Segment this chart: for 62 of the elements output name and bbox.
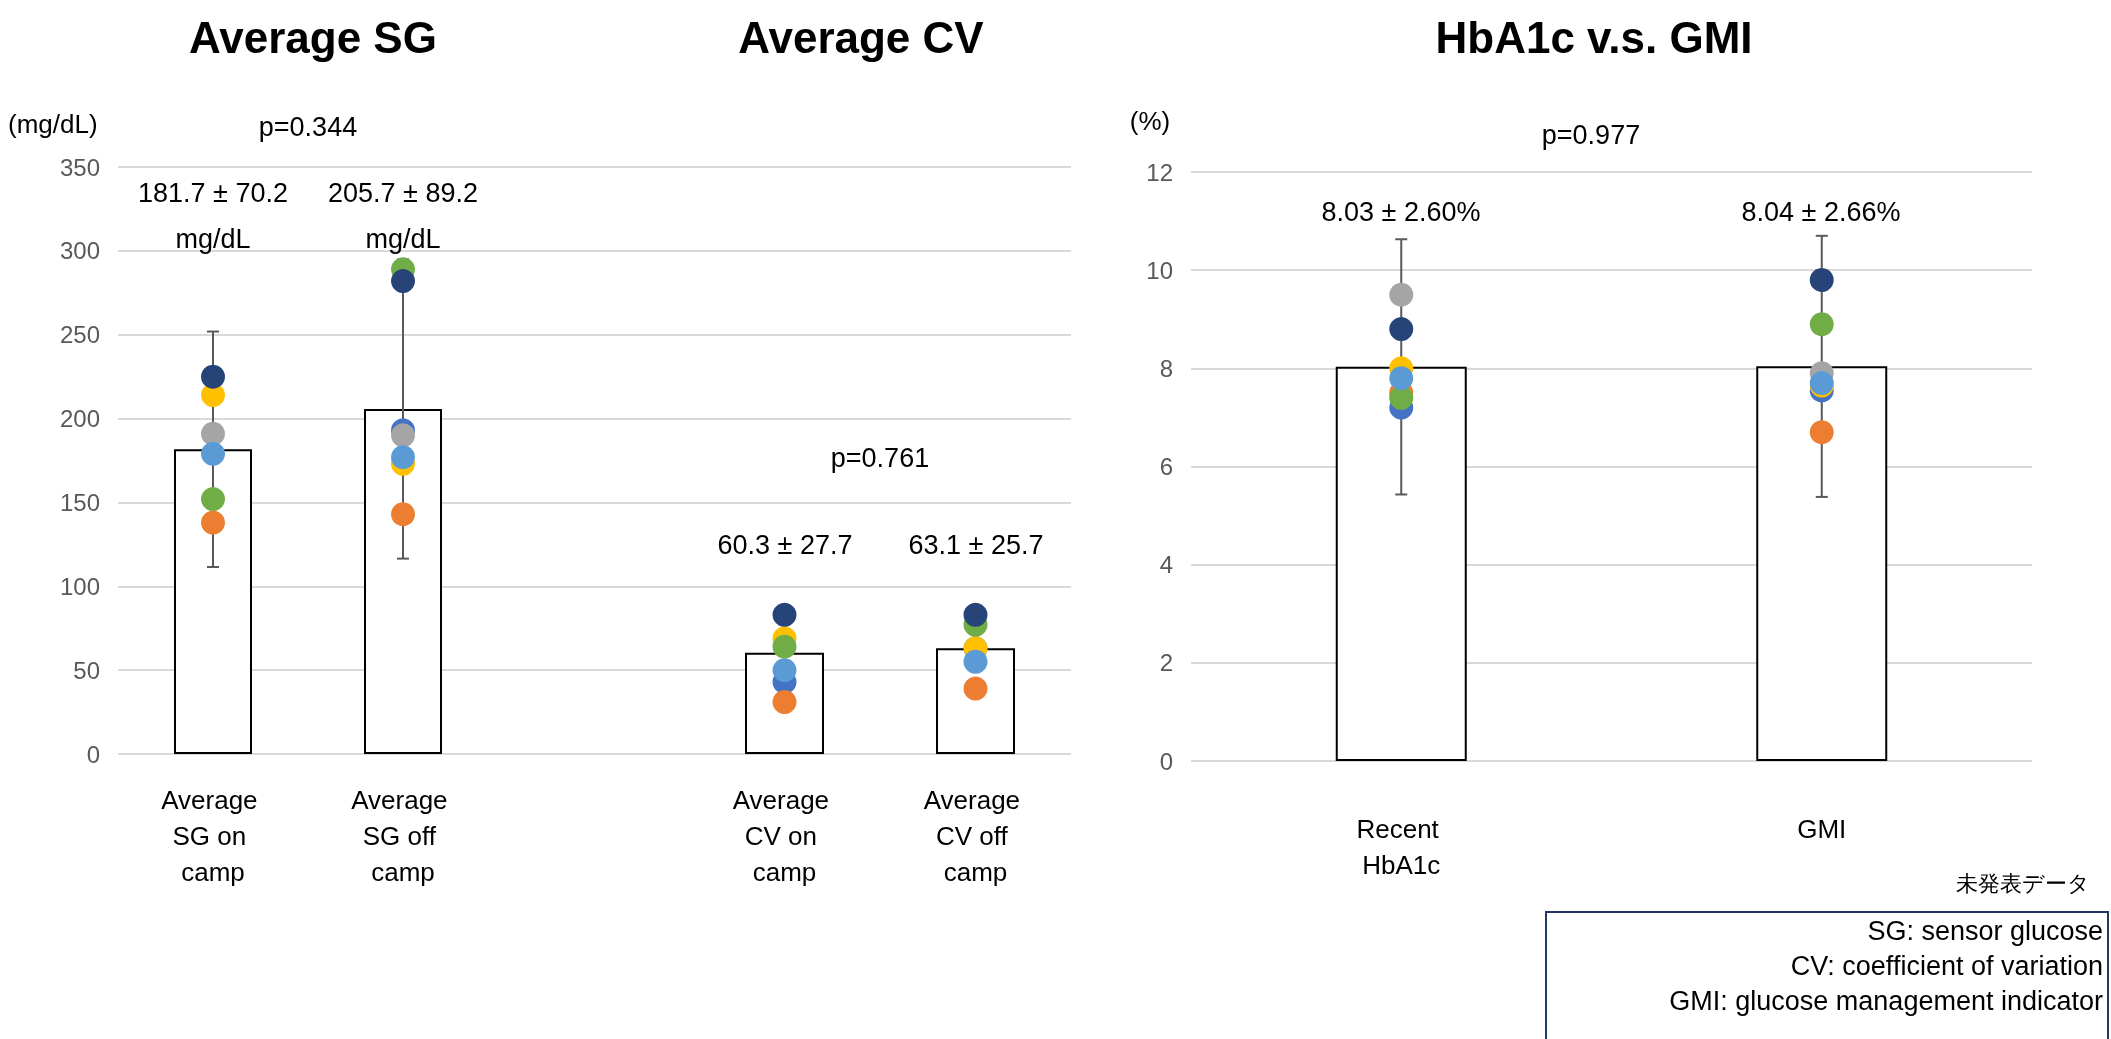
point: [391, 502, 415, 527]
point: [1389, 282, 1414, 307]
point: [201, 421, 225, 446]
point: [1389, 366, 1414, 391]
point: [772, 602, 797, 627]
annotation: p=0.761: [830, 443, 930, 473]
x-tick-label: Average CV off camp: [923, 785, 1028, 887]
annotation: 181.7 ± 70.2 mg/dL: [137, 177, 289, 256]
point: [772, 634, 797, 659]
y-tick-label: 100: [59, 572, 100, 600]
point: [201, 510, 225, 535]
point: [772, 690, 797, 714]
point: [1809, 267, 1834, 292]
point: [391, 269, 415, 294]
point: [963, 649, 988, 674]
y-tick-label: 300: [59, 237, 100, 265]
y-tick-label: 10: [1146, 256, 1173, 284]
x-tick-label: GMI: [1797, 814, 1847, 844]
y-tick-label: 8: [1159, 354, 1173, 382]
point: [1809, 420, 1834, 445]
y-tick-label: 200: [59, 405, 100, 433]
y-tick-label: 4: [1159, 551, 1173, 579]
point: [201, 487, 225, 512]
point: [1389, 317, 1414, 342]
point: [963, 676, 988, 701]
annotation: 60.3 ± 27.7: [717, 530, 853, 560]
y-tick-label: 0: [86, 740, 100, 768]
annotation: 8.03 ± 2.60%: [1321, 197, 1481, 227]
text: GMI: glucose management indicator: [1668, 985, 2103, 1017]
y-tick-label: 0: [1159, 747, 1173, 775]
text: p=0.977: [1540, 119, 1642, 151]
y-tick-label: 12: [1146, 158, 1173, 186]
point: [1809, 312, 1834, 337]
y-tick-label: 50: [73, 656, 100, 684]
text: CV: coefficient of variation: [1789, 950, 2103, 982]
annotation: 8.04 ± 2.66%: [1741, 197, 1901, 227]
chart-title: HbA1c v.s. GMI: [1435, 12, 1753, 62]
y-tick-label: 350: [59, 153, 100, 181]
y-tick-label: 2: [1159, 649, 1173, 677]
point: [391, 445, 415, 470]
point: [201, 441, 225, 466]
text: SG: sensor glucose: [1866, 915, 2103, 947]
point: [963, 602, 988, 627]
annotation: 63.1 ± 25.7: [908, 530, 1044, 560]
x-tick-label: Average SG on camp: [161, 785, 265, 887]
x-tick-label: Recent HbA1c: [1356, 814, 1447, 880]
y-tick-label: 150: [59, 488, 100, 516]
annotation: 205.7 ± 89.2 mg/dL: [327, 177, 479, 256]
chart-title: Average SG: [189, 12, 437, 62]
y-axis-title: (mg/dL): [8, 109, 98, 140]
y-axis-title: (%): [1128, 106, 1172, 137]
y-tick-label: 250: [59, 321, 100, 349]
point: [772, 658, 797, 683]
x-tick-label: Average CV on camp: [732, 785, 837, 887]
text: 未発表データ: [1956, 871, 2090, 896]
x-tick-label: Average SG off camp: [351, 785, 455, 887]
point: [391, 423, 415, 448]
text: p=0.344: [258, 112, 358, 142]
y-tick-label: 6: [1159, 453, 1173, 480]
point: [201, 364, 225, 389]
chart-title: Average CV: [738, 12, 985, 62]
point: [1389, 385, 1414, 410]
